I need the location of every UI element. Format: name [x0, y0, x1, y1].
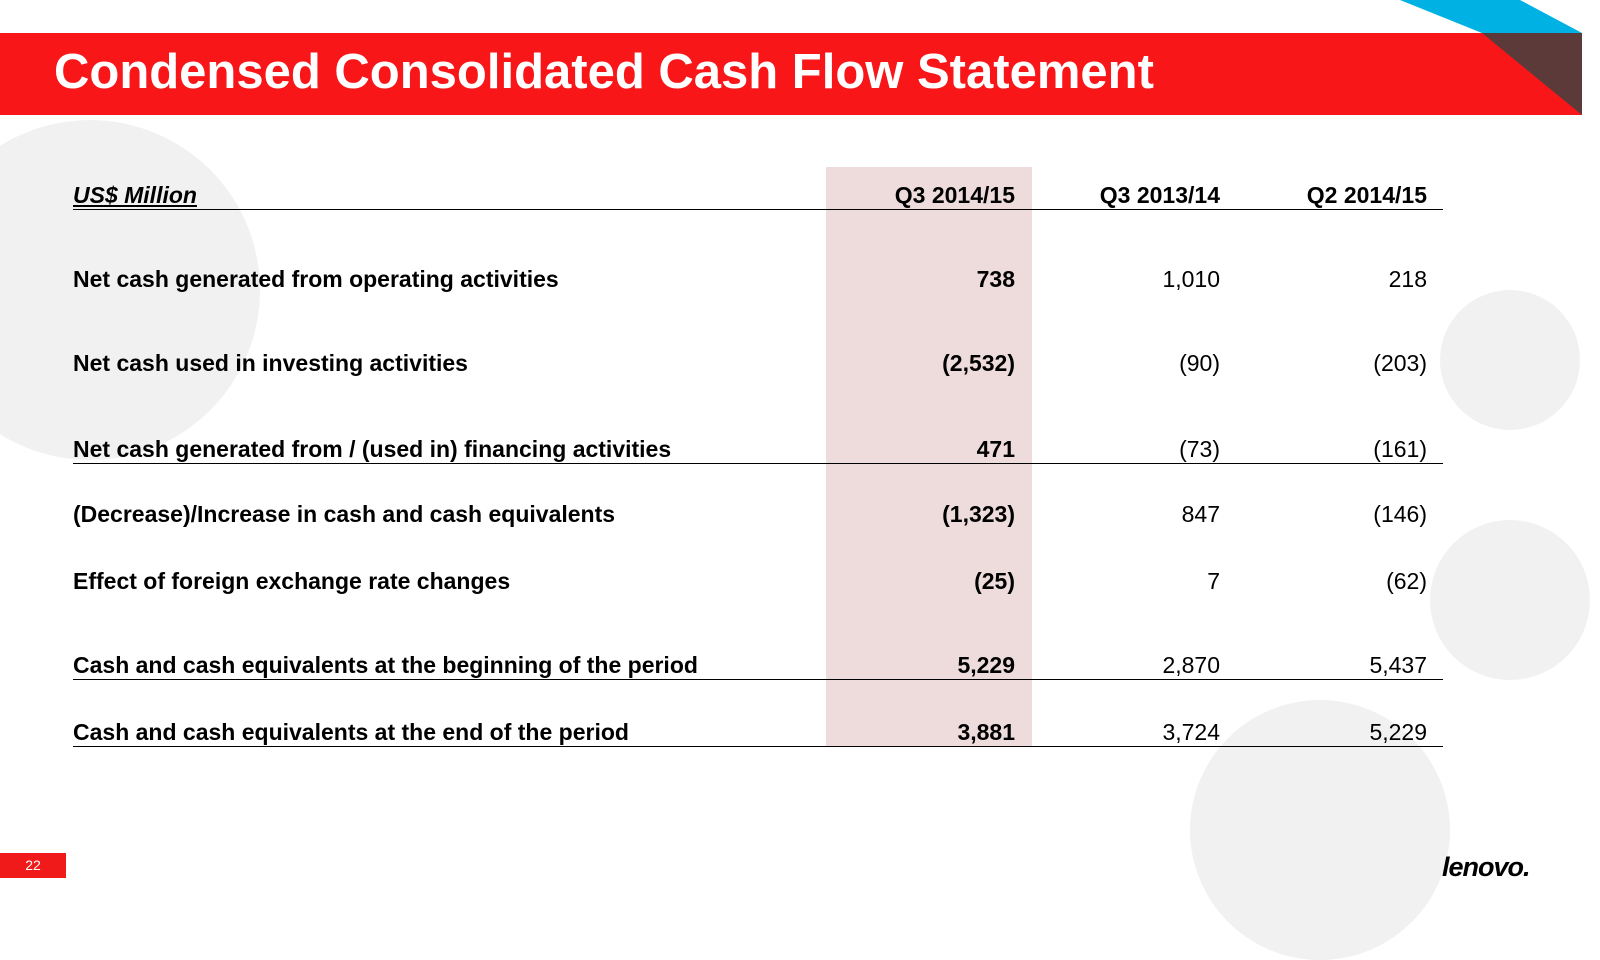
cell: (90)	[1179, 350, 1220, 376]
cell: 3,724	[1162, 719, 1220, 745]
table-row: Net cash used in investing activities (2…	[73, 349, 1443, 377]
title-band-corner	[1482, 33, 1582, 115]
cell: 2,870	[1162, 652, 1220, 678]
background-decoration	[1430, 520, 1590, 680]
cell: (203)	[1373, 350, 1427, 376]
background-decoration	[0, 120, 260, 460]
cell: 5,229	[1369, 719, 1427, 745]
table-row: Cash and cash equivalents at the end of …	[73, 717, 1443, 747]
cell: (2,532)	[942, 350, 1015, 376]
row-label: Net cash generated from / (used in) fina…	[73, 436, 672, 462]
highlight-column	[826, 167, 1032, 747]
cell: 5,437	[1369, 652, 1427, 678]
cell: 738	[976, 266, 1015, 292]
cell: (25)	[974, 568, 1015, 594]
cell: 5,229	[957, 652, 1015, 678]
col-header: Q3 2014/15	[894, 182, 1015, 208]
row-label: Net cash used in investing activities	[73, 350, 468, 376]
col-header: Q2 2014/15	[1306, 182, 1427, 208]
row-label: (Decrease)/Increase in cash and cash equ…	[73, 501, 616, 527]
background-decoration	[1440, 290, 1580, 430]
row-label: Net cash generated from operating activi…	[73, 266, 559, 292]
cell: 1,010	[1162, 266, 1220, 292]
cell: (1,323)	[942, 501, 1015, 527]
cell: 847	[1181, 501, 1220, 527]
cell: 471	[976, 436, 1015, 462]
cell: 7	[1207, 568, 1220, 594]
row-label: Cash and cash equivalents at the beginni…	[73, 652, 698, 678]
page-title: Condensed Consolidated Cash Flow Stateme…	[54, 45, 1154, 99]
page-number: 22	[0, 853, 66, 878]
row-label: Cash and cash equivalents at the end of …	[73, 719, 629, 745]
table-header: US$ Million Q3 2014/15 Q3 2013/14 Q2 201…	[73, 182, 1443, 210]
table-row: Cash and cash equivalents at the beginni…	[73, 650, 1443, 680]
cell: (62)	[1386, 568, 1427, 594]
cell: (146)	[1373, 501, 1427, 527]
table-row: (Decrease)/Increase in cash and cash equ…	[73, 500, 1443, 528]
cell: 218	[1388, 266, 1427, 292]
cell: 3,881	[957, 719, 1015, 745]
table-row: Effect of foreign exchange rate changes …	[73, 567, 1443, 595]
col-header: Q3 2013/14	[1099, 182, 1220, 208]
table-row: Net cash generated from operating activi…	[73, 265, 1443, 293]
cell: (73)	[1179, 436, 1220, 462]
table-row: Net cash generated from / (used in) fina…	[73, 434, 1443, 464]
lenovo-logo: lenovo.	[1442, 852, 1531, 882]
row-label: Effect of foreign exchange rate changes	[73, 568, 511, 594]
cell: (161)	[1373, 436, 1427, 462]
unit-label: US$ Million	[73, 182, 197, 208]
title-band	[0, 33, 1582, 115]
